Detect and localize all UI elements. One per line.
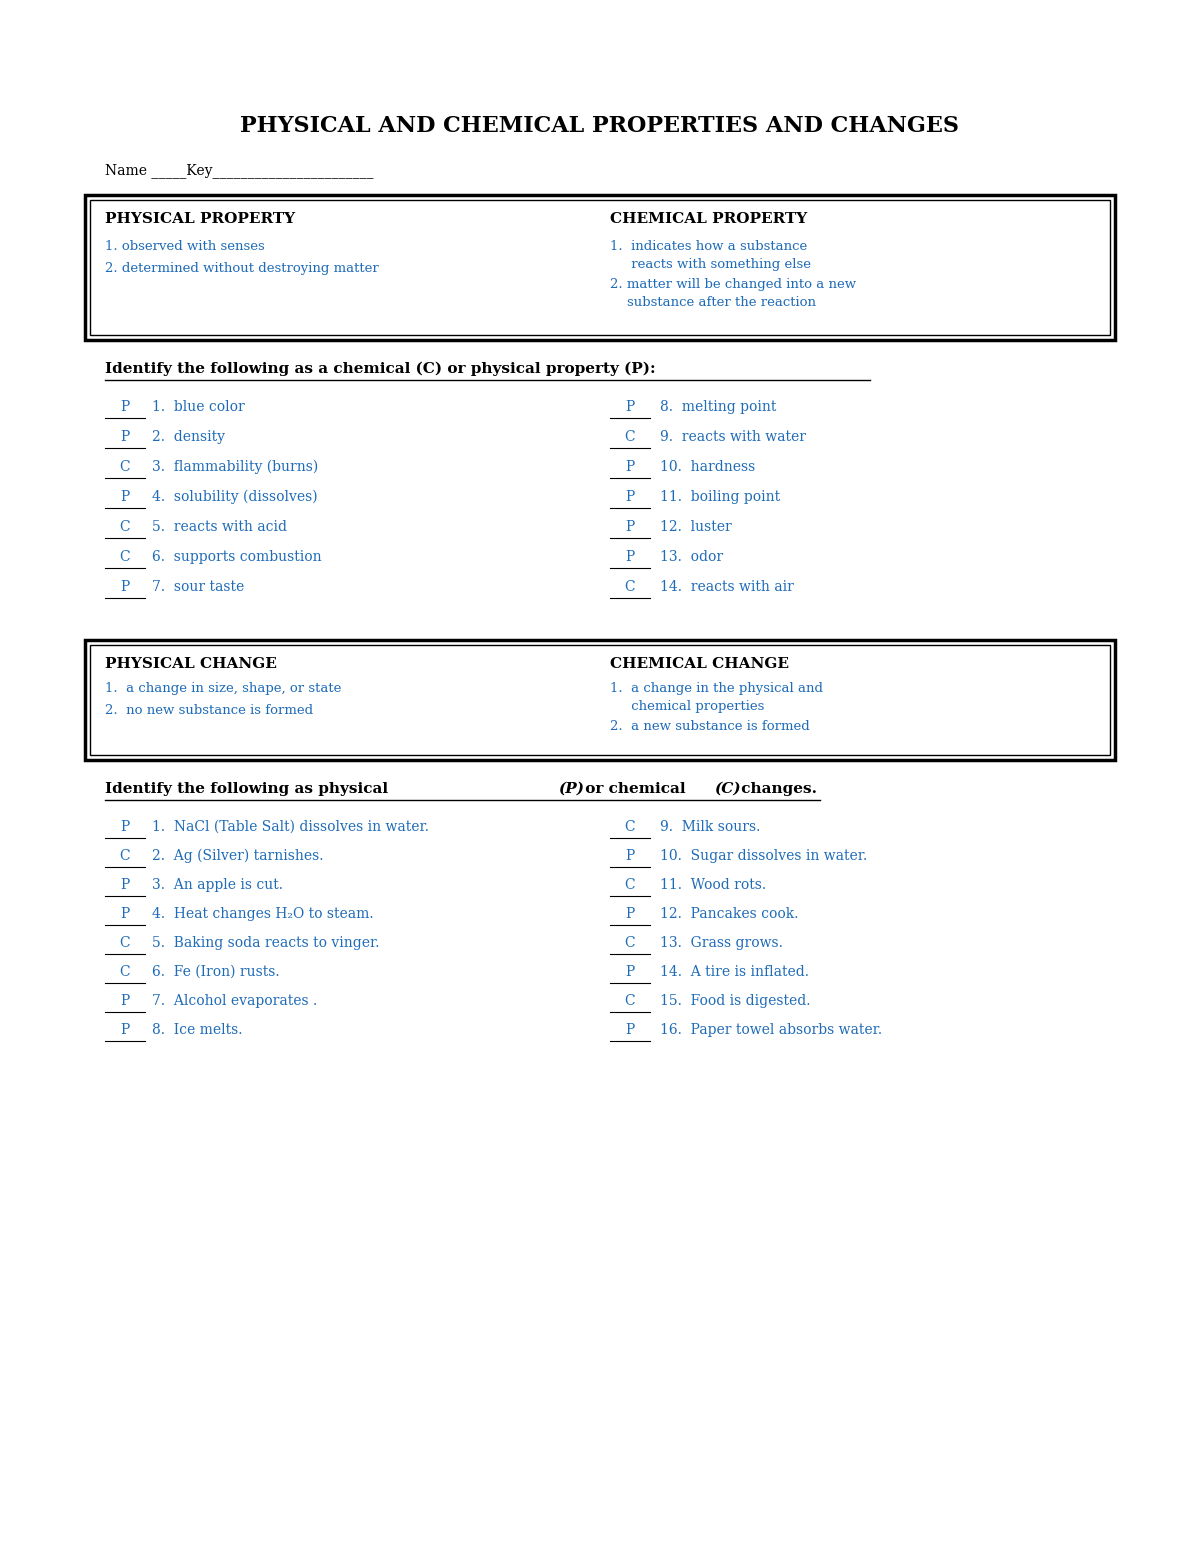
Text: 13.  odor: 13. odor (660, 550, 724, 564)
Text: 7.  Alcohol evaporates .: 7. Alcohol evaporates . (152, 994, 317, 1008)
Text: PHYSICAL PROPERTY: PHYSICAL PROPERTY (106, 213, 295, 227)
Text: 9.  reacts with water: 9. reacts with water (660, 430, 806, 444)
Text: C: C (625, 877, 635, 891)
Text: 4.  solubility (dissolves): 4. solubility (dissolves) (152, 491, 318, 505)
Text: C: C (120, 849, 131, 863)
Text: P: P (120, 1023, 130, 1037)
Text: P: P (120, 820, 130, 834)
Text: 3.  flammability (burns): 3. flammability (burns) (152, 460, 318, 474)
Text: 14.  A tire is inflated.: 14. A tire is inflated. (660, 964, 809, 978)
Text: 2. matter will be changed into a new: 2. matter will be changed into a new (610, 278, 856, 290)
Text: 16.  Paper towel absorbs water.: 16. Paper towel absorbs water. (660, 1023, 882, 1037)
Text: P: P (120, 491, 130, 505)
Text: or chemical: or chemical (580, 783, 691, 797)
Text: 13.  Grass grows.: 13. Grass grows. (660, 936, 782, 950)
Text: 2.  a new substance is formed: 2. a new substance is formed (610, 721, 810, 733)
Text: 8.  Ice melts.: 8. Ice melts. (152, 1023, 242, 1037)
Text: 11.  boiling point: 11. boiling point (660, 491, 780, 505)
Text: 12.  luster: 12. luster (660, 520, 732, 534)
Text: C: C (120, 460, 131, 474)
Text: C: C (625, 430, 635, 444)
Text: P: P (625, 964, 635, 978)
Text: 1.  indicates how a substance: 1. indicates how a substance (610, 241, 808, 253)
Text: 6.  Fe (Iron) rusts.: 6. Fe (Iron) rusts. (152, 964, 280, 978)
Text: C: C (120, 936, 131, 950)
Text: reacts with something else: reacts with something else (610, 258, 811, 272)
Text: CHEMICAL CHANGE: CHEMICAL CHANGE (610, 657, 790, 671)
Text: 2. determined without destroying matter: 2. determined without destroying matter (106, 262, 379, 275)
Text: 2.  Ag (Silver) tarnishes.: 2. Ag (Silver) tarnishes. (152, 849, 324, 863)
Text: (P): (P) (558, 783, 584, 797)
Text: 6.  supports combustion: 6. supports combustion (152, 550, 322, 564)
Text: C: C (625, 994, 635, 1008)
Text: 10.  hardness: 10. hardness (660, 460, 755, 474)
Text: 1. observed with senses: 1. observed with senses (106, 241, 265, 253)
Bar (85, 196, 1115, 340)
Text: 5.  reacts with acid: 5. reacts with acid (152, 520, 287, 534)
Text: 14.  reacts with air: 14. reacts with air (660, 579, 794, 593)
Text: 1.  NaCl (Table Salt) dissolves in water.: 1. NaCl (Table Salt) dissolves in water. (152, 820, 430, 834)
Text: P: P (120, 907, 130, 921)
Text: C: C (625, 936, 635, 950)
Text: P: P (625, 1023, 635, 1037)
Text: 1.  a change in the physical and: 1. a change in the physical and (610, 682, 823, 696)
Text: P: P (120, 877, 130, 891)
Text: Identify the following as a chemical (C) or physical property (P):: Identify the following as a chemical (C)… (106, 362, 655, 376)
Text: P: P (120, 994, 130, 1008)
Text: P: P (120, 401, 130, 415)
Text: 2.  density: 2. density (152, 430, 226, 444)
Text: P: P (625, 401, 635, 415)
Text: C: C (120, 550, 131, 564)
Text: C: C (120, 520, 131, 534)
Text: PHYSICAL AND CHEMICAL PROPERTIES AND CHANGES: PHYSICAL AND CHEMICAL PROPERTIES AND CHA… (240, 115, 960, 137)
Text: CHEMICAL PROPERTY: CHEMICAL PROPERTY (610, 213, 808, 227)
Text: 8.  melting point: 8. melting point (660, 401, 776, 415)
Text: PHYSICAL CHANGE: PHYSICAL CHANGE (106, 657, 277, 671)
Text: 9.  Milk sours.: 9. Milk sours. (660, 820, 761, 834)
Text: P: P (625, 907, 635, 921)
Bar (85, 640, 1115, 759)
Text: C: C (625, 579, 635, 593)
Text: C: C (120, 964, 131, 978)
Text: 11.  Wood rots.: 11. Wood rots. (660, 877, 766, 891)
Text: (C): (C) (714, 783, 740, 797)
Text: P: P (625, 550, 635, 564)
Text: 3.  An apple is cut.: 3. An apple is cut. (152, 877, 283, 891)
Text: 5.  Baking soda reacts to vinger.: 5. Baking soda reacts to vinger. (152, 936, 379, 950)
Text: P: P (625, 460, 635, 474)
Text: P: P (120, 430, 130, 444)
Text: chemical properties: chemical properties (610, 700, 764, 713)
Text: 15.  Food is digested.: 15. Food is digested. (660, 994, 810, 1008)
Text: P: P (625, 520, 635, 534)
Bar (90, 644, 1110, 755)
Text: P: P (120, 579, 130, 593)
Text: substance after the reaction: substance after the reaction (610, 297, 816, 309)
Text: 1.  blue color: 1. blue color (152, 401, 245, 415)
Text: 10.  Sugar dissolves in water.: 10. Sugar dissolves in water. (660, 849, 868, 863)
Text: Identify the following as physical: Identify the following as physical (106, 783, 394, 797)
Text: C: C (625, 820, 635, 834)
Text: P: P (625, 849, 635, 863)
Text: Name _____Key_______________________: Name _____Key_______________________ (106, 163, 373, 179)
Text: P: P (625, 491, 635, 505)
Text: 12.  Pancakes cook.: 12. Pancakes cook. (660, 907, 798, 921)
Text: 7.  sour taste: 7. sour taste (152, 579, 245, 593)
Bar (90, 200, 1110, 335)
Text: 2.  no new substance is formed: 2. no new substance is formed (106, 704, 313, 717)
Text: 1.  a change in size, shape, or state: 1. a change in size, shape, or state (106, 682, 341, 696)
Text: changes.: changes. (736, 783, 817, 797)
Text: 4.  Heat changes H₂O to steam.: 4. Heat changes H₂O to steam. (152, 907, 373, 921)
